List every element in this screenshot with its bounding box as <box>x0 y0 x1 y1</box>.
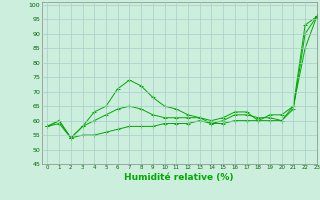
X-axis label: Humidité relative (%): Humidité relative (%) <box>124 173 234 182</box>
